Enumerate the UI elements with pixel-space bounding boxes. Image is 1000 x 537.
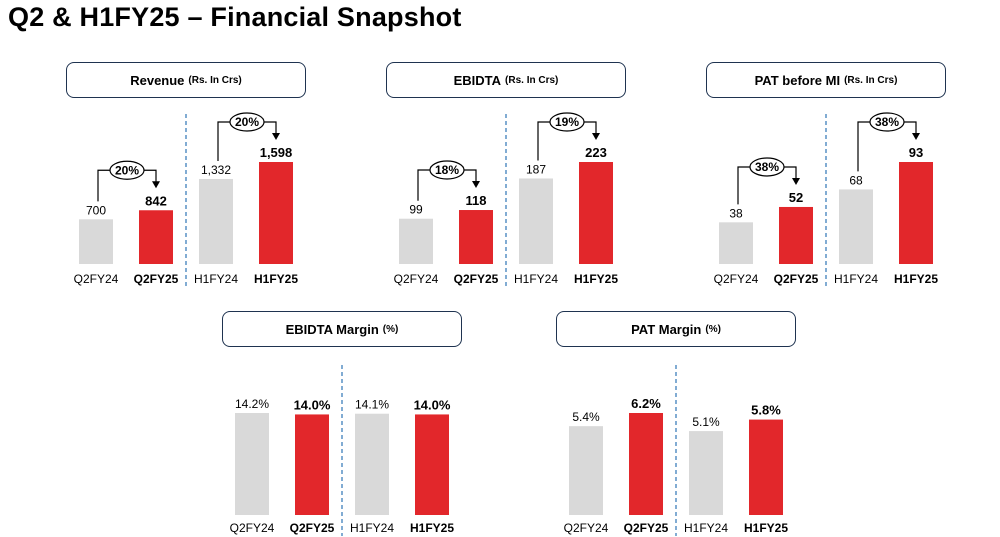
value-label: 52: [789, 190, 803, 205]
growth-label: 20%: [115, 163, 139, 177]
value-label: 700: [86, 203, 106, 217]
value-label: 93: [909, 145, 923, 160]
pat-before-mi-chart-header: PAT before MI (Rs. In Crs): [706, 62, 946, 98]
growth-label: 20%: [235, 115, 259, 129]
category-label: Q2FY25: [774, 272, 819, 286]
revenue-chart-header: Revenue (Rs. In Crs): [66, 62, 306, 98]
category-label: H1FY24: [684, 521, 728, 535]
growth-connector: 20%: [97, 160, 160, 202]
category-label: Q2FY24: [394, 272, 439, 286]
growth-connector: 18%: [417, 160, 480, 201]
category-label: H1FY24: [514, 272, 558, 286]
category-label: Q2FY24: [74, 272, 119, 286]
value-label: 5.8%: [751, 403, 781, 418]
category-label: H1FY24: [834, 272, 878, 286]
bar-q2fy24: [399, 218, 433, 264]
bar-q2fy25: [139, 210, 173, 264]
value-label: 6.2%: [631, 396, 661, 411]
bar-q2fy24: [235, 413, 269, 515]
bar-h1fy25: [415, 414, 449, 515]
bar-q2fy25: [629, 413, 663, 515]
category-label: Q2FY25: [134, 272, 179, 286]
growth-connector: 38%: [857, 112, 920, 172]
bar-q2fy24: [719, 222, 753, 264]
value-label: 14.2%: [235, 397, 269, 411]
chart-unit: (%): [382, 323, 399, 335]
growth-label: 19%: [555, 115, 579, 129]
bar-h1fy25: [579, 162, 613, 264]
bar-h1fy24: [519, 178, 553, 264]
category-label: H1FY24: [194, 272, 238, 286]
value-label: 187: [526, 162, 546, 176]
category-label: Q2FY24: [564, 521, 609, 535]
growth-connector: 20%: [217, 112, 280, 161]
value-label: 38: [729, 206, 743, 220]
growth-connector: 19%: [537, 112, 600, 161]
category-label: Q2FY25: [454, 272, 499, 286]
bar-q2fy24: [569, 426, 603, 515]
ebidta-margin-chart-header: EBIDTA Margin (%): [222, 311, 462, 347]
value-label: 14.0%: [294, 397, 331, 412]
bar-h1fy24: [839, 189, 873, 264]
value-label: 223: [585, 145, 607, 160]
bar-q2fy25: [459, 210, 493, 264]
value-label: 842: [145, 193, 167, 208]
chart-unit: (Rs. In Crs): [844, 74, 898, 86]
bar-h1fy25: [749, 419, 783, 515]
category-label: Q2FY25: [290, 521, 335, 535]
growth-label: 38%: [755, 160, 779, 174]
category-label: Q2FY24: [230, 521, 275, 535]
bar-h1fy25: [899, 162, 933, 264]
chart-unit: (Rs. In Crs): [188, 74, 242, 86]
chart-unit: (%): [705, 323, 721, 335]
value-label: 5.4%: [572, 410, 600, 424]
bar-h1fy25: [259, 162, 293, 264]
category-label: Q2FY25: [624, 521, 669, 535]
category-label: H1FY24: [350, 521, 394, 535]
category-label: Q2FY24: [714, 272, 759, 286]
bar-q2fy24: [79, 219, 113, 264]
category-label: H1FY25: [410, 521, 454, 535]
chart-title: PAT Margin: [631, 321, 702, 337]
value-label: 118: [466, 193, 487, 208]
growth-connector: 38%: [737, 157, 800, 205]
category-label: H1FY25: [744, 521, 788, 535]
category-label: H1FY25: [894, 272, 938, 286]
value-label: 99: [409, 203, 423, 217]
chart-unit: (Rs. In Crs): [505, 74, 559, 86]
category-label: H1FY25: [254, 272, 298, 286]
chart-title: EBIDTA Margin: [285, 321, 379, 337]
bar-h1fy24: [689, 431, 723, 515]
value-label: 14.1%: [355, 398, 389, 412]
value-label: 5.1%: [692, 415, 720, 429]
bar-q2fy25: [295, 414, 329, 515]
value-label: 1,598: [260, 145, 293, 160]
bar-q2fy25: [779, 206, 813, 264]
growth-label: 38%: [875, 115, 899, 129]
category-label: H1FY25: [574, 272, 618, 286]
bar-h1fy24: [355, 413, 389, 515]
page-title: Q2 & H1FY25 – Financial Snapshot: [8, 2, 462, 32]
value-label: 14.0%: [414, 397, 451, 412]
chart-title: Revenue: [130, 72, 185, 88]
ebidta-chart-header: EBIDTA (Rs. In Crs): [386, 62, 626, 98]
value-label: 1,332: [201, 163, 231, 177]
chart-title: PAT before MI: [754, 72, 841, 88]
value-label: 68: [849, 173, 863, 187]
chart-title: EBIDTA: [453, 72, 502, 88]
growth-label: 18%: [435, 163, 459, 177]
bar-h1fy24: [199, 178, 233, 264]
pat-margin-chart-header: PAT Margin (%): [556, 311, 796, 347]
